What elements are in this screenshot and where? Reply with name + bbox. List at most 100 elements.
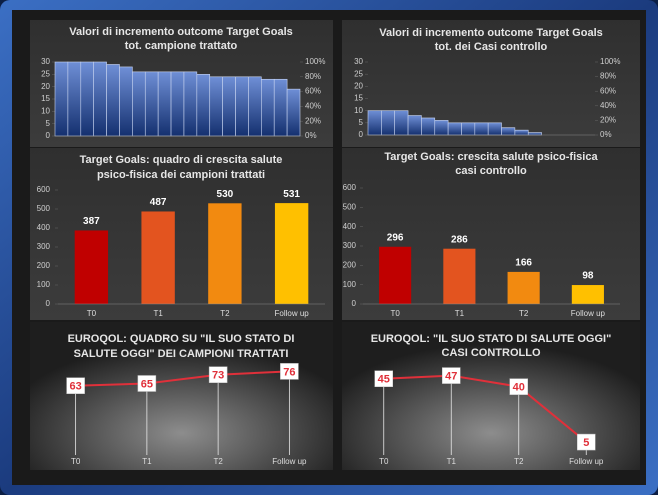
value-box [66, 377, 85, 394]
y-tick-label: 0 [352, 299, 357, 308]
x-tick-label: Follow up [569, 457, 604, 466]
value-label: 286 [451, 234, 468, 245]
chart-title: EUROQOL: "IL SUO STATO DI SALUTE OGGI" [371, 333, 612, 345]
bar [170, 71, 185, 137]
x-tick-label: T2 [220, 309, 230, 318]
chart-subtitle: CASI CONTROLLO [442, 347, 541, 359]
value-label: 530 [217, 189, 234, 200]
y2-tick-label: 80% [305, 72, 321, 81]
bar [209, 76, 223, 137]
y-tick-label: 10 [41, 106, 50, 115]
bar [183, 71, 198, 137]
bar [474, 122, 489, 136]
y-tick-label: 600 [37, 185, 51, 194]
y-tick-label: 5 [359, 118, 364, 127]
bar [501, 127, 516, 136]
value-box [208, 366, 228, 383]
line [75, 370, 290, 387]
x-tick-label: Follow up [275, 309, 310, 318]
bar [74, 230, 109, 304]
y2-tick-label: 100% [305, 57, 325, 66]
y-tick-label: 100 [37, 280, 51, 289]
y-tick-label: 600 [343, 183, 357, 192]
bar [571, 285, 604, 304]
bar [67, 61, 82, 137]
chart-subtitle: psico-fisica dei campioni trattati [97, 169, 265, 181]
bar [274, 203, 309, 304]
bar [286, 88, 301, 137]
x-tick-label: T0 [71, 457, 81, 466]
y-tick-label: 10 [354, 106, 363, 115]
y-tick-label: 25 [41, 69, 50, 78]
x-tick-label: T1 [142, 457, 152, 466]
chart-title: EUROQOL: QUADRO SU "IL SUO STATO DI [68, 333, 295, 345]
bar [93, 61, 107, 137]
y-tick-label: 300 [37, 242, 51, 251]
value-label: 387 [83, 216, 100, 227]
value-box [442, 367, 461, 384]
x-tick-label: T0 [390, 309, 400, 318]
value-box [374, 370, 393, 387]
value-label: 76 [283, 366, 295, 378]
bar [507, 271, 540, 304]
chart-title: Target Goals: crescita salute psico-fisi… [384, 151, 598, 163]
bar [379, 246, 412, 304]
bar [514, 129, 529, 136]
y2-tick-label: 20% [600, 116, 616, 125]
value-label: 166 [515, 258, 532, 269]
panel [30, 322, 333, 470]
bar [80, 61, 94, 137]
bar [461, 122, 476, 136]
value-label: 5 [583, 437, 589, 449]
y-tick-label: 0 [46, 131, 51, 140]
value-box [137, 375, 157, 392]
y2-tick-label: 60% [305, 87, 321, 96]
y-tick-label: 200 [343, 260, 357, 269]
chart-subtitle: tot. dei Casi controllo [435, 41, 548, 53]
bar [106, 64, 120, 137]
y2-tick-label: 40% [305, 102, 321, 111]
y-tick-label: 15 [354, 94, 363, 103]
line [383, 374, 587, 443]
y-tick-label: 400 [37, 223, 51, 232]
bar [196, 74, 211, 137]
x-tick-label: T1 [447, 457, 457, 466]
y-tick-label: 20 [354, 81, 363, 90]
y-tick-label: 0 [46, 299, 51, 308]
bar [208, 203, 242, 304]
bar [273, 78, 288, 137]
x-tick-label: T0 [379, 457, 389, 466]
x-tick-label: Follow up [272, 457, 307, 466]
bar [434, 120, 449, 136]
value-label: 65 [141, 378, 153, 390]
bar [157, 71, 172, 137]
y-tick-label: 15 [41, 94, 50, 103]
y-tick-label: 100 [343, 280, 357, 289]
y2-tick-label: 0% [600, 130, 612, 139]
x-tick-label: T1 [153, 309, 163, 318]
bar [443, 248, 476, 304]
y-tick-label: 30 [354, 57, 363, 66]
y-tick-label: 30 [41, 57, 50, 66]
y2-tick-label: 40% [600, 101, 616, 110]
x-tick-label: T1 [455, 309, 465, 318]
x-tick-label: T0 [87, 309, 97, 318]
y2-tick-label: 80% [600, 72, 616, 81]
chart-subtitle: casi controllo [455, 165, 527, 177]
y-tick-label: 5 [46, 119, 51, 128]
value-label: 45 [378, 374, 390, 386]
bar [367, 110, 382, 136]
chart-subtitle: SALUTE OGGI" DEI CAMPIONI TRATTATI [74, 348, 289, 360]
y-tick-label: 400 [343, 222, 357, 231]
value-label: 296 [387, 232, 404, 243]
bar [447, 122, 462, 136]
bar [235, 76, 249, 137]
value-label: 73 [212, 370, 224, 382]
value-label: 487 [150, 197, 167, 208]
y-tick-label: 500 [343, 202, 357, 211]
y-tick-label: 20 [41, 82, 50, 91]
value-label: 63 [70, 381, 82, 393]
bar [144, 71, 159, 137]
bar [261, 78, 275, 137]
